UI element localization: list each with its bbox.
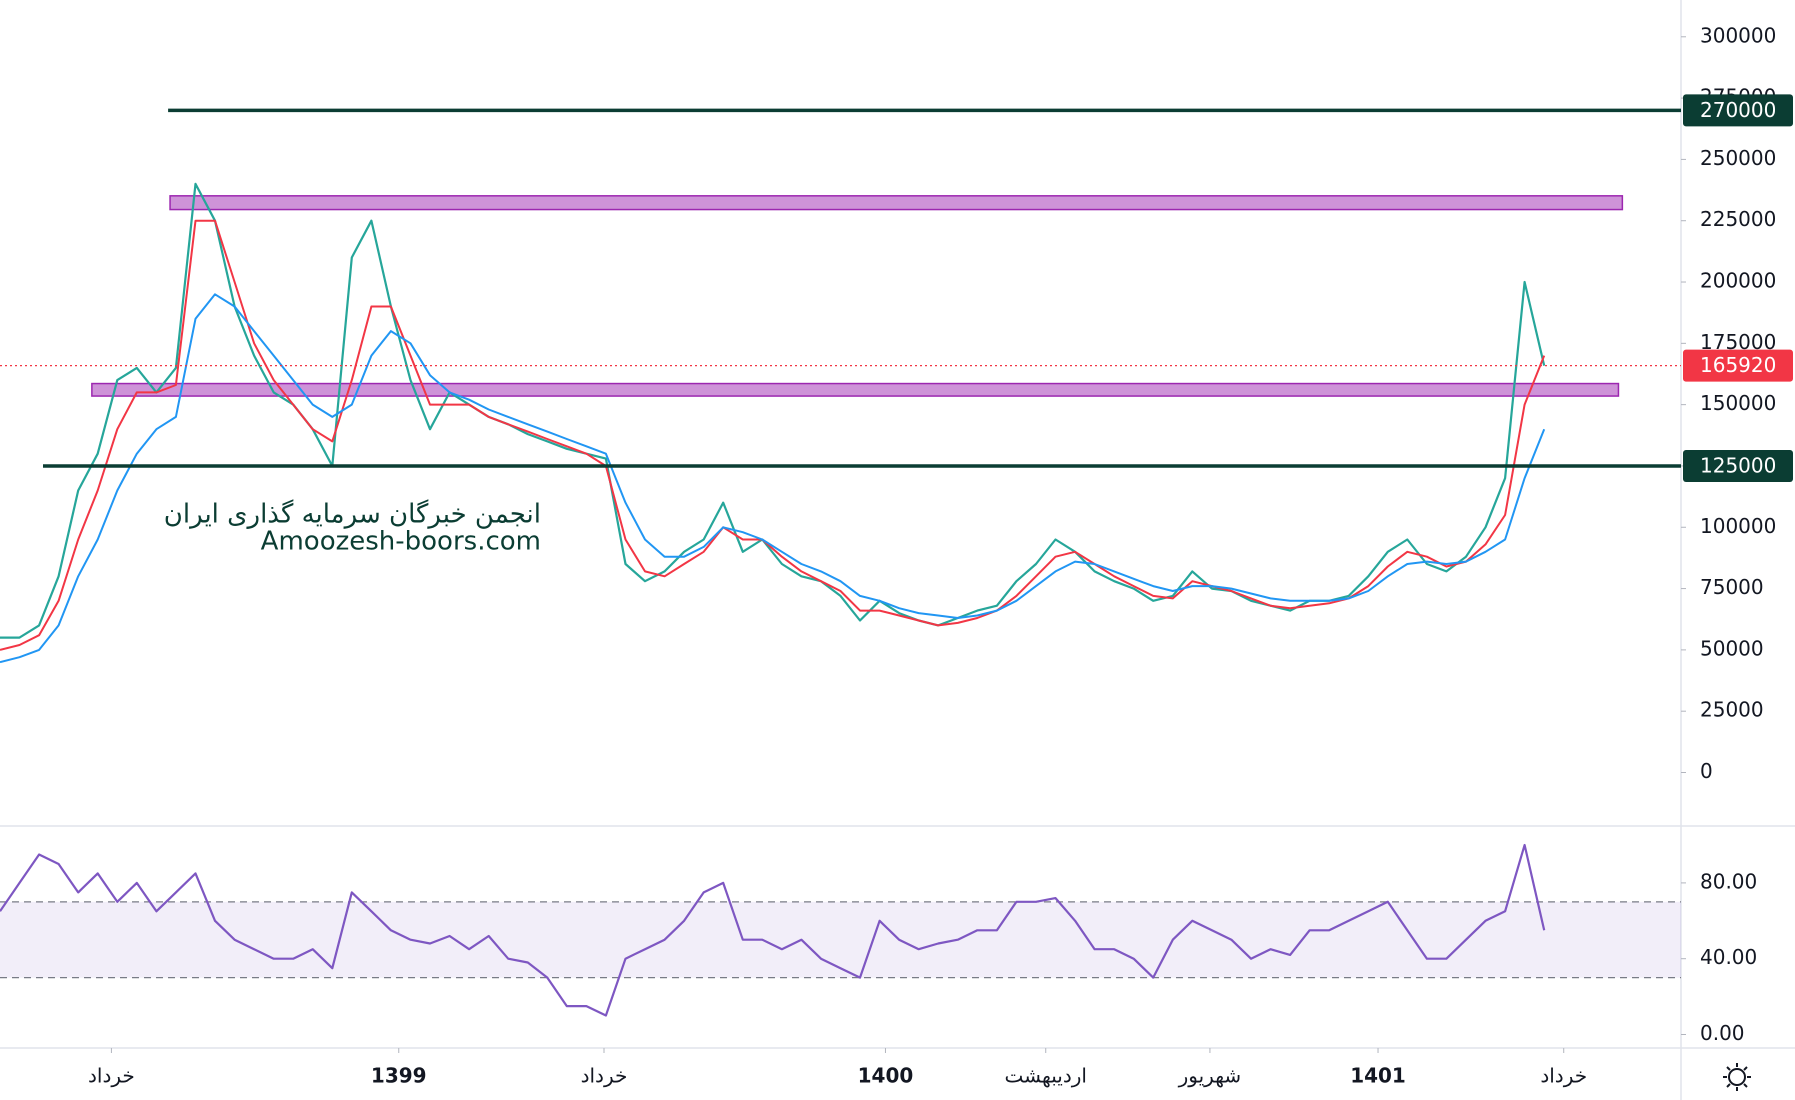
settings-icon-circle[interactable] bbox=[1728, 1068, 1746, 1086]
last-price-label: 165920 bbox=[1700, 353, 1776, 377]
x-tick-label: خرداد bbox=[88, 1064, 135, 1088]
x-tick-label: اردیبهشت bbox=[1005, 1064, 1087, 1088]
y-tick-label: 225000 bbox=[1700, 207, 1776, 231]
y-tick-label: 75000 bbox=[1700, 575, 1764, 599]
rsi-band-fill bbox=[0, 901, 1681, 978]
series-line bbox=[0, 843, 1546, 1017]
series-line bbox=[0, 219, 1546, 651]
x-tick-label: 1401 bbox=[1350, 1064, 1406, 1088]
last-price-box bbox=[1683, 349, 1793, 382]
level-label-box bbox=[1683, 94, 1793, 127]
series-line bbox=[0, 293, 1546, 664]
y-tick-label: 25000 bbox=[1700, 698, 1764, 722]
price-zone bbox=[91, 382, 1620, 397]
y-tick-label: 300000 bbox=[1700, 23, 1776, 47]
y-tick-label: 150000 bbox=[1700, 391, 1776, 415]
y-tick-label: 50000 bbox=[1700, 636, 1764, 660]
y-tick-label: 0 bbox=[1700, 759, 1713, 783]
level-label-box bbox=[1683, 449, 1793, 482]
level-label: 125000 bbox=[1700, 453, 1776, 477]
y-tick-label: 200000 bbox=[1700, 269, 1776, 293]
y-tick-label: 250000 bbox=[1700, 146, 1776, 170]
settings-icon-rays[interactable] bbox=[1723, 1063, 1751, 1091]
x-tick-label: خرداد bbox=[1540, 1064, 1587, 1088]
series-line bbox=[0, 182, 1546, 639]
y-tick-label: 40.00 bbox=[1700, 945, 1757, 969]
watermark-text: انجمن خبرگان سرمایه گذاری ایران bbox=[164, 499, 541, 530]
y-tick-label: 100000 bbox=[1700, 514, 1776, 538]
settings-icon[interactable] bbox=[1723, 1063, 1751, 1091]
level-label: 270000 bbox=[1700, 98, 1776, 122]
x-tick-label: خرداد bbox=[581, 1064, 628, 1088]
x-tick-label: شهریور bbox=[1178, 1064, 1242, 1088]
y-tick-label: 0.00 bbox=[1700, 1021, 1745, 1045]
x-tick-label: 1399 bbox=[371, 1064, 427, 1088]
price-zone bbox=[169, 195, 1624, 211]
x-tick-label: 1400 bbox=[858, 1064, 914, 1088]
watermark-text: Amoozesh-boors.com bbox=[261, 527, 541, 557]
y-tick-label: 80.00 bbox=[1700, 869, 1757, 893]
